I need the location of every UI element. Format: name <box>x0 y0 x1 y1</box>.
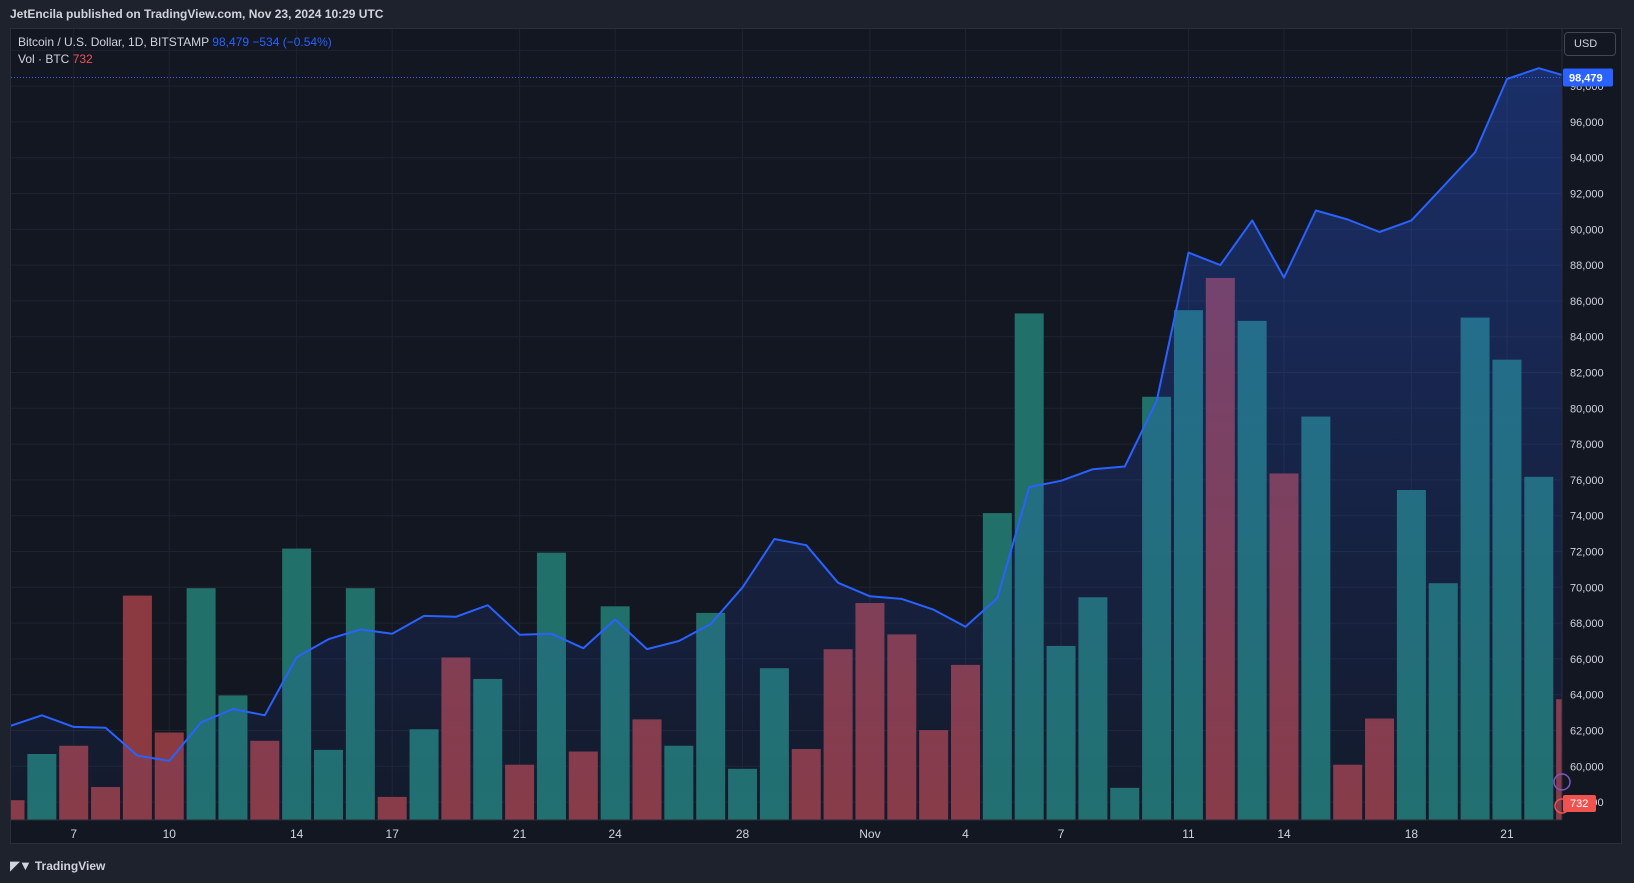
time-tick-label: 10 <box>163 827 177 841</box>
price-tick-label: 82,000 <box>1570 368 1604 380</box>
last-price-badge-text: 98,479 <box>1569 73 1603 85</box>
last-value-labels: 98,479 732 <box>1553 68 1613 814</box>
price-tick-label: 70,000 <box>1570 582 1604 594</box>
time-tick-label: 24 <box>608 827 622 841</box>
currency-button[interactable]: USD <box>1564 32 1616 56</box>
price-tick-label: 88,000 <box>1570 260 1604 272</box>
volume-marker-icon <box>1554 798 1570 814</box>
price-tick-label: 92,000 <box>1570 189 1604 201</box>
price-series-line <box>11 67 1562 762</box>
tradingview-logo-icon: ◤▼ <box>10 858 32 873</box>
price-tick-label: 84,000 <box>1570 332 1604 344</box>
time-tick-label: Nov <box>859 827 880 841</box>
alert-marker-icon <box>1553 773 1571 791</box>
price-area-fill <box>11 68 1562 820</box>
price-tick-label: 68,000 <box>1570 618 1604 630</box>
last-price-badge <box>1563 68 1613 87</box>
time-tick-label: 21 <box>513 827 527 841</box>
last-volume-badge <box>1563 795 1596 812</box>
price-tick-label: 62,000 <box>1570 726 1604 738</box>
price-tick-label: 64,000 <box>1570 690 1604 702</box>
time-tick-label: 7 <box>1058 827 1065 841</box>
time-tick-label: 18 <box>1405 827 1419 841</box>
time-tick-label: 14 <box>1277 827 1291 841</box>
time-tick-label: 7 <box>70 827 77 841</box>
price-tick-label: 60,000 <box>1570 761 1604 773</box>
price-area <box>11 67 1562 820</box>
price-tick-label: 76,000 <box>1570 475 1604 487</box>
symbol-description: Bitcoin / U.S. Dollar, 1D, BITSTAMP <box>18 35 209 49</box>
symbol-line[interactable]: Bitcoin / U.S. Dollar, 1D, BITSTAMP 98,4… <box>18 34 332 51</box>
volume-value: 732 <box>72 52 93 66</box>
time-tick-label: 14 <box>290 827 304 841</box>
price-tick-label: 78,000 <box>1570 439 1604 451</box>
time-tick-label: 11 <box>1182 827 1195 841</box>
price-tick-label: 66,000 <box>1570 654 1604 666</box>
time-tick-label: 4 <box>962 827 969 841</box>
volume-label: Vol · BTC <box>18 52 70 66</box>
last-volume-badge-text: 732 <box>1570 798 1588 810</box>
price-change: −534 (−0.54%) <box>252 35 332 49</box>
price-tick-label: 74,000 <box>1570 511 1604 523</box>
time-axis[interactable]: 7 10 14 17 21 24 28 Nov 4 7 11 14 18 21 <box>11 819 1562 841</box>
price-tick-label: 90,000 <box>1570 224 1604 236</box>
price-tick-label: 80,000 <box>1570 403 1604 415</box>
chart-legend: Bitcoin / U.S. Dollar, 1D, BITSTAMP 98,4… <box>18 34 332 68</box>
last-price: 98,479 <box>212 35 249 49</box>
volume-line[interactable]: Vol · BTC 732 <box>18 51 332 68</box>
price-tick-label: 96,000 <box>1570 117 1604 129</box>
time-tick-label: 21 <box>1500 827 1514 841</box>
price-tick-label: 72,000 <box>1570 547 1604 559</box>
time-tick-label: 28 <box>736 827 750 841</box>
time-tick-label: 17 <box>386 827 400 841</box>
price-axis[interactable]: 58,00060,00062,00064,00066,00068,00070,0… <box>1561 29 1610 820</box>
price-tick-label: 94,000 <box>1570 153 1604 165</box>
publisher-header: JetEncila published on TradingView.com, … <box>10 7 384 21</box>
tradingview-footer[interactable]: ◤▼ TradingView <box>10 856 105 876</box>
brand-name: TradingView <box>34 859 106 873</box>
price-tick-label: 86,000 <box>1570 296 1604 308</box>
